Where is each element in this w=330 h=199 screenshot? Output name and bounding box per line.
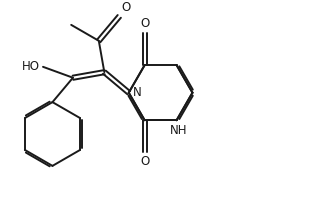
Text: NH: NH bbox=[170, 124, 187, 137]
Text: O: O bbox=[121, 1, 131, 14]
Text: N: N bbox=[133, 86, 142, 99]
Text: HO: HO bbox=[22, 60, 40, 73]
Text: O: O bbox=[140, 155, 149, 168]
Text: O: O bbox=[140, 17, 149, 30]
